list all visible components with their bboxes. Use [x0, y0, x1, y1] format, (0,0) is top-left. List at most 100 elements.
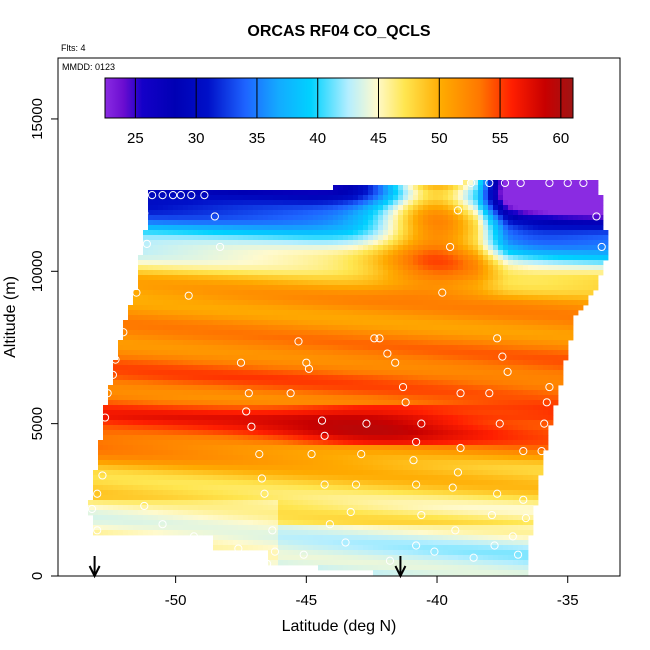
heat-cell	[573, 230, 579, 236]
heat-cell	[433, 450, 439, 456]
heat-cell	[358, 255, 364, 261]
heat-cell	[108, 460, 114, 466]
heat-cell	[488, 390, 494, 396]
heat-cell	[153, 310, 159, 316]
heat-cell	[423, 385, 429, 391]
heat-cell	[528, 270, 534, 276]
heat-cell	[533, 410, 539, 416]
heat-cell	[233, 310, 239, 316]
heat-cell	[163, 350, 169, 356]
heat-cell	[358, 315, 364, 321]
heat-cell	[518, 320, 524, 326]
heat-cell	[348, 335, 354, 341]
heat-cell	[268, 255, 274, 261]
heat-cell	[423, 220, 429, 226]
heat-cell	[563, 345, 569, 351]
heat-cell	[408, 355, 414, 361]
heat-cell	[248, 290, 254, 296]
heat-cell	[378, 335, 384, 341]
heat-cell	[248, 315, 254, 321]
heat-cell	[123, 335, 129, 341]
heat-cell	[198, 295, 204, 301]
heat-cell	[163, 345, 169, 351]
heat-cell	[283, 310, 289, 316]
heat-cell	[598, 200, 604, 206]
heat-cell	[428, 260, 434, 266]
heat-cell	[523, 405, 529, 411]
heat-cell	[183, 280, 189, 286]
heat-cell	[498, 330, 504, 336]
heat-cell	[468, 285, 474, 291]
heat-cell	[458, 445, 464, 451]
heat-cell	[548, 295, 554, 301]
heat-cell	[408, 430, 414, 436]
heat-cell	[123, 460, 129, 466]
heat-cell	[178, 440, 184, 446]
heat-cell	[333, 215, 339, 221]
heat-cell	[398, 190, 404, 196]
heat-cell	[303, 285, 309, 291]
heat-cell	[403, 195, 409, 201]
heat-cell	[378, 395, 384, 401]
heat-cell	[168, 270, 174, 276]
heat-cell	[308, 370, 314, 376]
heat-cell	[248, 425, 254, 431]
heat-cell	[463, 315, 469, 321]
heat-cell	[528, 365, 534, 371]
heat-cell	[458, 230, 464, 236]
heat-cell	[168, 340, 174, 346]
heat-cell	[188, 190, 194, 196]
heat-cell	[588, 230, 594, 236]
heat-cell	[263, 430, 269, 436]
heat-cell	[538, 455, 544, 461]
heat-cell	[468, 210, 474, 216]
heat-cell	[503, 445, 509, 451]
heat-cell	[233, 270, 239, 276]
heat-cell	[293, 255, 299, 261]
heat-cell	[523, 385, 529, 391]
heat-cell	[413, 200, 419, 206]
heat-cell	[518, 350, 524, 356]
heat-cell	[333, 345, 339, 351]
heat-cell	[123, 355, 129, 361]
heat-cell	[573, 285, 579, 291]
heat-cell	[223, 285, 229, 291]
heat-cell	[348, 385, 354, 391]
heat-cell	[433, 250, 439, 256]
heat-cell	[423, 345, 429, 351]
heat-cell	[283, 305, 289, 311]
heat-cell	[163, 395, 169, 401]
heat-cell	[263, 350, 269, 356]
heat-cell	[548, 360, 554, 366]
heat-cell	[253, 355, 259, 361]
heat-cell	[353, 380, 359, 386]
heat-cell	[378, 400, 384, 406]
heat-cell	[248, 255, 254, 261]
heat-cell	[383, 335, 389, 341]
heat-cell	[378, 350, 384, 356]
heat-cell	[293, 390, 299, 396]
heat-cell	[533, 390, 539, 396]
heat-cell	[503, 260, 509, 266]
heat-cell	[258, 445, 264, 451]
heat-cell	[453, 425, 459, 431]
heat-cell	[183, 345, 189, 351]
heat-cell	[458, 375, 464, 381]
heat-cell	[393, 325, 399, 331]
heat-cell	[328, 215, 334, 221]
heat-cell	[513, 320, 519, 326]
heat-cell	[553, 345, 559, 351]
heat-cell	[313, 305, 319, 311]
heat-cell	[323, 305, 329, 311]
heat-cell	[573, 220, 579, 226]
heat-cell	[383, 220, 389, 226]
heat-cell	[363, 195, 369, 201]
heat-cell	[178, 410, 184, 416]
heat-cell	[203, 420, 209, 426]
heat-cell	[558, 305, 564, 311]
heat-cell	[288, 390, 294, 396]
heat-cell	[393, 335, 399, 341]
heat-cell	[483, 380, 489, 386]
heat-cell	[288, 260, 294, 266]
heat-cell	[323, 225, 329, 231]
